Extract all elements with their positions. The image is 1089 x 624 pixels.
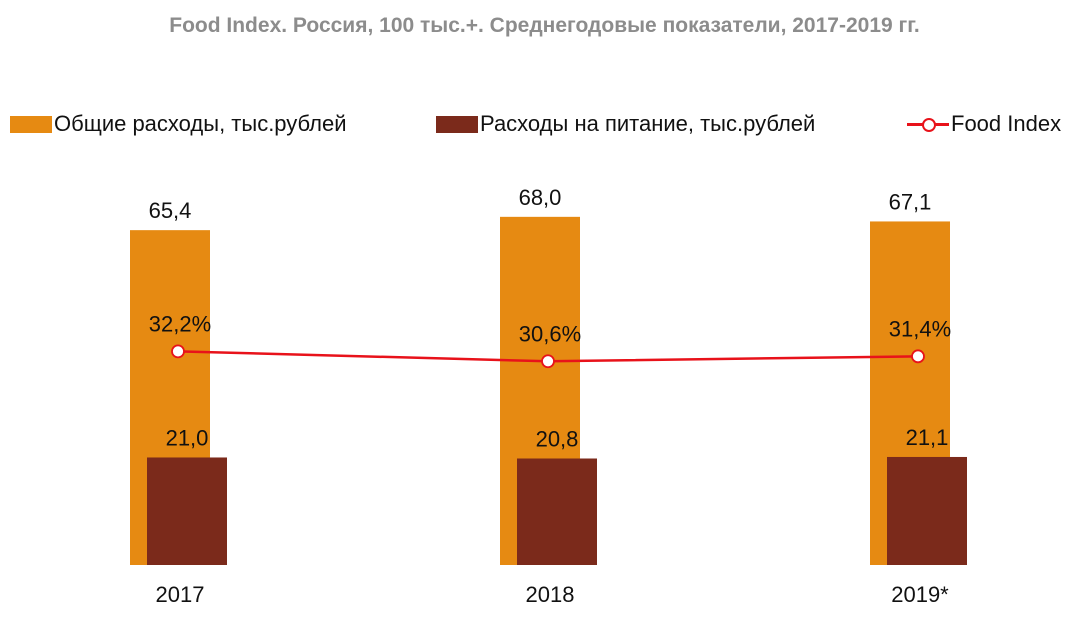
- data-label-total: 67,1: [889, 189, 932, 214]
- legend-item-food: Расходы на питание, тыс.рублей: [436, 108, 815, 140]
- food-index-point: [171, 344, 185, 359]
- legend-item-food-index: Food Index: [907, 108, 1061, 140]
- bar-food-expenses: [147, 457, 227, 565]
- data-label-total: 68,0: [519, 185, 562, 210]
- x-tick-label: 2019*: [891, 582, 949, 607]
- legend: Общие расходы, тыс.рублей Расходы на пит…: [10, 108, 1085, 140]
- legend-swatch-food: [436, 115, 478, 133]
- data-label-total: 65,4: [149, 198, 192, 223]
- bar-food-expenses: [887, 456, 967, 565]
- x-tick-label: 2018: [526, 582, 575, 607]
- food-index-point: [911, 349, 925, 364]
- data-label-food: 20,8: [536, 427, 579, 452]
- legend-swatch-total: [10, 115, 52, 133]
- bar-food-expenses: [517, 458, 597, 565]
- legend-item-total: Общие расходы, тыс.рублей: [10, 108, 347, 140]
- x-tick-label: 2017: [156, 582, 205, 607]
- data-label-food-index: 32,2%: [149, 311, 211, 336]
- legend-label-total: Общие расходы, тыс.рублей: [54, 111, 347, 136]
- chart-title: Food Index. Россия, 100 тыс.+. Среднегод…: [169, 14, 920, 37]
- data-label-food: 21,0: [166, 425, 209, 450]
- data-label-food-index: 31,4%: [889, 316, 951, 341]
- legend-line-marker: [907, 116, 949, 133]
- data-label-food: 21,1: [906, 425, 949, 450]
- legend-label-food-index: Food Index: [951, 111, 1062, 136]
- food-index-point: [541, 354, 555, 369]
- legend-label-food: Расходы на питание, тыс.рублей: [480, 111, 816, 136]
- data-label-food-index: 30,6%: [519, 321, 581, 346]
